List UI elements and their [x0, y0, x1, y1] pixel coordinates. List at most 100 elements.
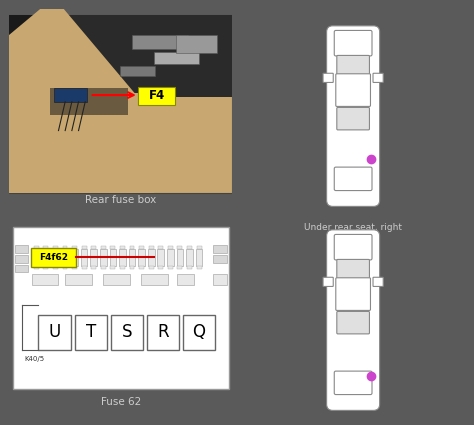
FancyBboxPatch shape: [327, 230, 380, 411]
Bar: [176, 275, 194, 285]
FancyBboxPatch shape: [327, 26, 380, 207]
FancyBboxPatch shape: [13, 227, 229, 389]
FancyBboxPatch shape: [9, 15, 232, 97]
Bar: [197, 246, 201, 249]
Bar: [91, 266, 96, 269]
Bar: [65, 275, 92, 285]
Bar: [34, 246, 39, 249]
Bar: [157, 249, 164, 266]
Bar: [138, 249, 145, 266]
Bar: [120, 266, 125, 269]
Text: F4f62: F4f62: [39, 253, 68, 262]
FancyBboxPatch shape: [9, 15, 232, 193]
Bar: [15, 245, 28, 253]
Bar: [15, 265, 28, 272]
FancyBboxPatch shape: [323, 73, 333, 82]
Bar: [43, 266, 48, 269]
Bar: [187, 246, 192, 249]
Bar: [197, 266, 201, 269]
Text: F4: F4: [148, 89, 164, 102]
FancyBboxPatch shape: [337, 259, 369, 280]
FancyBboxPatch shape: [336, 278, 371, 310]
Bar: [158, 246, 163, 249]
FancyBboxPatch shape: [138, 87, 175, 105]
Bar: [148, 249, 155, 266]
FancyBboxPatch shape: [154, 52, 199, 65]
Text: Rear fuse box: Rear fuse box: [85, 196, 156, 205]
Bar: [72, 266, 77, 269]
Bar: [110, 314, 143, 350]
FancyBboxPatch shape: [120, 66, 155, 76]
Bar: [139, 266, 144, 269]
Bar: [53, 246, 58, 249]
Bar: [52, 249, 59, 266]
FancyBboxPatch shape: [373, 277, 383, 286]
Text: T: T: [86, 323, 96, 341]
Bar: [129, 266, 135, 269]
Bar: [63, 246, 67, 249]
Bar: [109, 249, 116, 266]
Bar: [141, 275, 168, 285]
Bar: [62, 249, 68, 266]
FancyBboxPatch shape: [337, 312, 369, 334]
FancyBboxPatch shape: [334, 31, 372, 56]
FancyBboxPatch shape: [9, 15, 50, 64]
FancyBboxPatch shape: [334, 235, 372, 260]
Bar: [129, 246, 135, 249]
Bar: [101, 266, 106, 269]
Bar: [186, 249, 193, 266]
Bar: [43, 246, 48, 249]
Bar: [177, 266, 182, 269]
Bar: [53, 266, 58, 269]
Bar: [32, 275, 58, 285]
Text: S: S: [121, 323, 132, 341]
Bar: [147, 314, 179, 350]
FancyBboxPatch shape: [337, 55, 369, 76]
FancyBboxPatch shape: [337, 108, 369, 130]
Bar: [72, 246, 77, 249]
Bar: [213, 255, 227, 263]
Text: R: R: [157, 323, 169, 341]
Bar: [213, 245, 227, 253]
Text: K40/5: K40/5: [24, 356, 44, 362]
Bar: [213, 275, 227, 285]
Bar: [183, 314, 215, 350]
Bar: [82, 266, 87, 269]
Text: U: U: [48, 323, 61, 341]
Bar: [38, 314, 71, 350]
Bar: [196, 249, 202, 266]
FancyBboxPatch shape: [336, 74, 371, 106]
Bar: [82, 246, 87, 249]
Bar: [120, 246, 125, 249]
FancyBboxPatch shape: [54, 88, 88, 102]
Bar: [168, 246, 173, 249]
Bar: [149, 266, 154, 269]
Bar: [101, 246, 106, 249]
Bar: [176, 249, 183, 266]
Bar: [63, 266, 67, 269]
Bar: [43, 249, 49, 266]
Bar: [34, 266, 39, 269]
FancyBboxPatch shape: [334, 371, 372, 394]
Bar: [119, 249, 126, 266]
Wedge shape: [0, 0, 140, 130]
Bar: [149, 246, 154, 249]
Bar: [167, 249, 173, 266]
Bar: [71, 249, 78, 266]
FancyBboxPatch shape: [50, 88, 128, 115]
Bar: [187, 266, 192, 269]
Bar: [158, 266, 163, 269]
Bar: [91, 246, 96, 249]
FancyBboxPatch shape: [334, 167, 372, 190]
Bar: [110, 246, 115, 249]
FancyBboxPatch shape: [323, 277, 333, 286]
FancyBboxPatch shape: [373, 73, 383, 82]
Bar: [168, 266, 173, 269]
Bar: [74, 314, 107, 350]
Bar: [103, 275, 130, 285]
Text: Fuse 62: Fuse 62: [101, 397, 141, 408]
Bar: [100, 249, 107, 266]
Bar: [177, 246, 182, 249]
Text: Under rear seat, right: Under rear seat, right: [304, 223, 402, 232]
Text: Q: Q: [192, 323, 205, 341]
